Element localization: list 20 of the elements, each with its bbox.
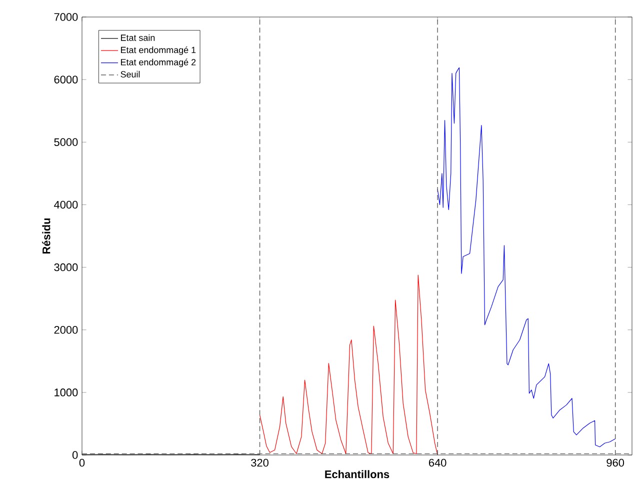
legend-label: Etat endommagé 2 xyxy=(121,58,196,68)
x-tick-label: 320 xyxy=(251,458,268,467)
line-series xyxy=(259,274,438,455)
y-tick-label: 2000 xyxy=(54,326,78,334)
x-tick-label: 0 xyxy=(79,458,85,467)
y-axis-title: Résidu xyxy=(42,218,50,254)
y-tick-label: 6000 xyxy=(54,76,78,84)
x-tick-label: 640 xyxy=(428,458,446,467)
y-tick-label: 4000 xyxy=(54,200,78,209)
y-tick-label: 3000 xyxy=(54,263,78,272)
legend-label: Seuil xyxy=(120,70,140,78)
legend-label: Etat sain xyxy=(121,34,155,41)
y-tick-label: 7000 xyxy=(54,13,78,21)
y-tick-label: 1000 xyxy=(54,388,78,396)
line-series xyxy=(437,67,616,448)
legend-label: Etat endommagé 1 xyxy=(121,46,196,55)
x-tick-label: 960 xyxy=(606,458,624,467)
x-axis-title: Echantillons xyxy=(325,470,390,478)
y-tick-label: 0 xyxy=(72,451,78,459)
y-tick-label: 5000 xyxy=(54,138,78,146)
